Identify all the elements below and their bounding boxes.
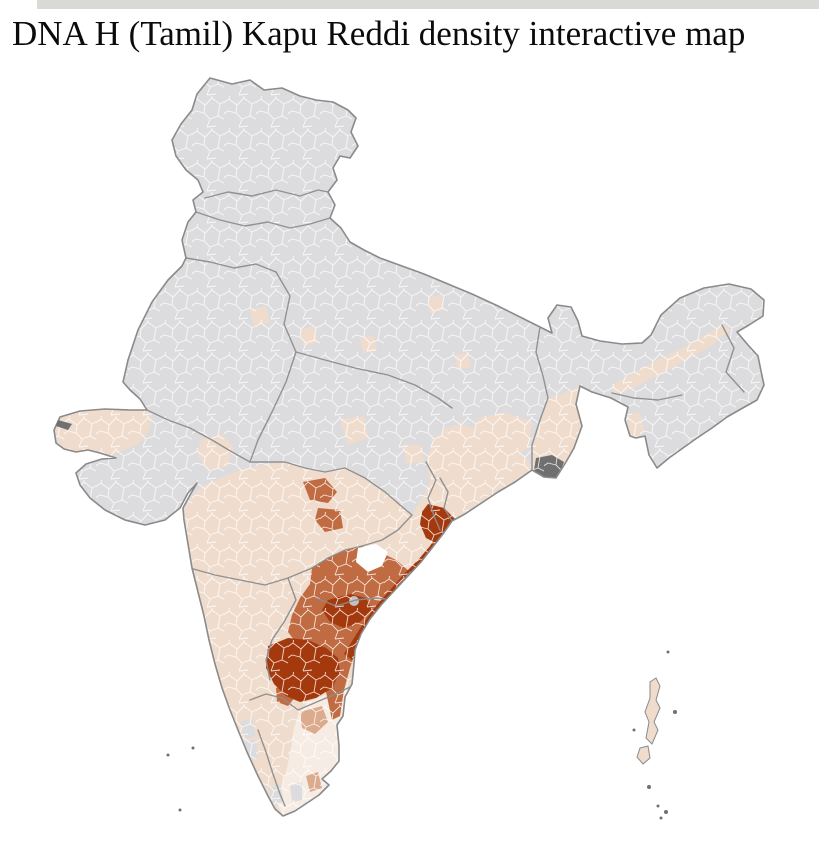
region-andaman-islands-south[interactable] [636,745,651,765]
andaman-nicobar-islands [632,650,677,820]
lakshadweep-islands [166,746,195,812]
region-kori-creek[interactable] [56,420,72,430]
page-title: DNA H (Tamil) Kapu Reddi density interac… [12,14,746,53]
region-andaman-islands[interactable] [644,677,661,745]
region-nicobar-dots [632,650,677,820]
state-borders [146,189,745,807]
district-mesh-overlay [54,78,764,816]
top-divider-bar [37,0,819,9]
